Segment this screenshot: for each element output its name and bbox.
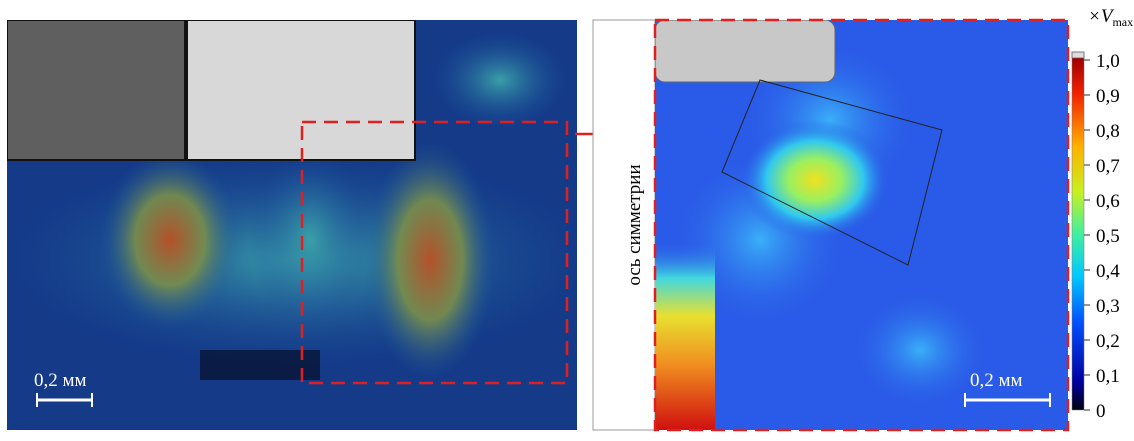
colorbar-tick-label: 1,0 xyxy=(1096,51,1120,72)
axis-label: ось симметрии xyxy=(624,164,645,285)
scale-label: 0,2 мм xyxy=(970,370,1023,391)
colorbar-tick-label: 0,6 xyxy=(1096,191,1120,212)
right-heatmap: 0,2 мм xyxy=(655,20,1068,430)
colorbar-tick-label: 0,3 xyxy=(1096,296,1120,317)
colorbar-tick-label: 0 xyxy=(1096,401,1106,422)
colorbar-tick-label: 0,8 xyxy=(1096,121,1120,142)
colorbar-ticks: 1,0 0,9 0,8 0,7 0,6 0,5 0,4 0,3 0,2 0,1 0 xyxy=(1084,51,1120,422)
colorbar-tick-label: 0,7 xyxy=(1096,156,1120,177)
colorbar-tick-label: 0,9 xyxy=(1096,86,1120,107)
colorbar-tick-label: 0,1 xyxy=(1096,366,1120,387)
colorbar-tick-label: 0,2 xyxy=(1096,331,1120,352)
colorbar-tick-label: 0,5 xyxy=(1096,226,1120,247)
left-heatmap: 0,2 мм xyxy=(0,20,600,430)
colorbar-title: ×Vmax xyxy=(1088,6,1133,29)
colorbar-tick-label: 0,4 xyxy=(1096,261,1120,282)
figure: 0,2 мм ось симметрии 0,2 мм ×Vmax 1,0 0,9… xyxy=(0,0,1134,436)
scale-label: 0,2 мм xyxy=(34,370,87,391)
